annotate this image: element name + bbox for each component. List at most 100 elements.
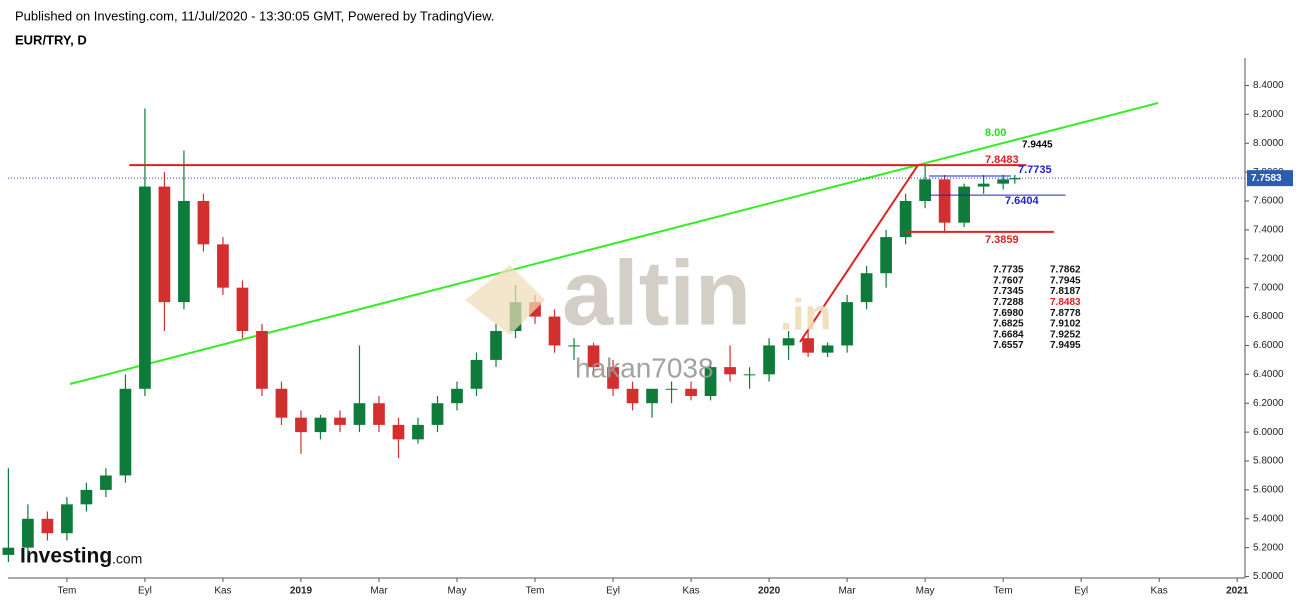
level-table-cell: 7.7345 bbox=[993, 286, 1024, 297]
level-table-cell: 7.8778 bbox=[1050, 308, 1081, 319]
level-table-cell: 7.7607 bbox=[993, 275, 1024, 286]
candle-body bbox=[197, 201, 210, 245]
x-tick-label: Eyl bbox=[1074, 586, 1088, 597]
candle-body bbox=[665, 388, 678, 390]
last-price-label: 7.7583 bbox=[1251, 173, 1282, 184]
candle-body bbox=[997, 179, 1009, 184]
candle-body bbox=[275, 388, 288, 418]
candle-body bbox=[860, 273, 873, 303]
watermark-brand: altin bbox=[562, 242, 751, 344]
candle-body bbox=[373, 403, 385, 425]
candle-body bbox=[841, 302, 853, 346]
candle-body bbox=[938, 179, 951, 223]
trend-line bbox=[799, 164, 919, 343]
candle-body bbox=[22, 518, 34, 548]
level-table-cell: 7.9102 bbox=[1050, 319, 1081, 330]
x-tick-label: Eyl bbox=[606, 586, 620, 597]
level-table-cell: 7.8187 bbox=[1050, 286, 1081, 297]
candle-body bbox=[782, 338, 795, 346]
level-table-cell: 7.7862 bbox=[1050, 265, 1081, 276]
candle-body bbox=[217, 244, 229, 288]
y-tick-label: 5.8000 bbox=[1253, 456, 1284, 467]
x-tick-label: May bbox=[916, 586, 935, 597]
watermark-suffix: .in bbox=[780, 291, 831, 340]
symbol: EUR/TRY, D bbox=[15, 32, 87, 47]
candle-body bbox=[353, 403, 366, 425]
candle-body bbox=[431, 403, 444, 425]
y-tick-label: 7.4000 bbox=[1253, 225, 1284, 236]
candle-body bbox=[607, 367, 619, 389]
level-table-cell: 7.7735 bbox=[993, 265, 1024, 276]
candle-body bbox=[490, 331, 502, 360]
y-tick-label: 7.6000 bbox=[1253, 196, 1284, 207]
candle-body bbox=[392, 424, 405, 440]
candle-body bbox=[2, 547, 15, 555]
candle-body bbox=[412, 424, 424, 440]
y-tick-label: 5.6000 bbox=[1253, 485, 1284, 496]
y-tick-label: 7.2000 bbox=[1253, 253, 1284, 264]
candle-body bbox=[236, 287, 249, 331]
y-tick-label: 8.4000 bbox=[1253, 80, 1284, 91]
candle-body bbox=[724, 367, 736, 375]
candle-body bbox=[295, 417, 307, 433]
x-tick-label: 2021 bbox=[1226, 586, 1249, 597]
level-table-cell: 7.6684 bbox=[993, 329, 1024, 340]
candle-body bbox=[977, 183, 990, 187]
trend-line bbox=[69, 102, 1159, 385]
annotation: 8.00 bbox=[985, 127, 1006, 139]
x-tick-label: Kas bbox=[682, 586, 699, 597]
candle-body bbox=[646, 388, 658, 404]
candle-body bbox=[314, 417, 327, 433]
candle-body bbox=[568, 345, 580, 347]
y-tick-label: 5.0000 bbox=[1253, 571, 1284, 582]
x-tick-label: May bbox=[448, 586, 467, 597]
logo-suffix: .com bbox=[112, 551, 142, 567]
candle-body bbox=[899, 201, 912, 238]
candle-body bbox=[587, 345, 600, 368]
level-label: 7.6404 bbox=[1005, 195, 1040, 207]
candle-body bbox=[1008, 178, 1021, 180]
x-tick-label: Tem bbox=[57, 586, 76, 597]
level-table-cell: 7.8483 bbox=[1050, 297, 1081, 308]
x-tick-label: Kas bbox=[214, 586, 231, 597]
watermark: altin .in hakan7038 bbox=[465, 242, 831, 383]
candle-body bbox=[470, 359, 483, 389]
candle-body bbox=[880, 237, 892, 274]
candle-body bbox=[958, 186, 970, 223]
candle-body bbox=[334, 417, 346, 425]
y-tick-label: 5.4000 bbox=[1253, 513, 1284, 524]
y-tick-label: 8.2000 bbox=[1253, 109, 1284, 120]
candle-body bbox=[80, 489, 93, 505]
candle-body bbox=[743, 374, 756, 376]
candle-body bbox=[548, 316, 561, 346]
candle-body bbox=[61, 504, 73, 534]
candle-body bbox=[685, 388, 697, 396]
x-tick-label: Mar bbox=[838, 586, 856, 597]
level-label: 7.3859 bbox=[985, 234, 1019, 246]
candle-body bbox=[821, 345, 834, 353]
y-tick-label: 6.6000 bbox=[1253, 340, 1284, 351]
x-tick-label: Tem bbox=[526, 586, 545, 597]
annotation: 7.9445 bbox=[1022, 140, 1053, 151]
candle-body bbox=[139, 186, 151, 389]
y-tick-label: 6.4000 bbox=[1253, 369, 1284, 380]
level-table-cell: 7.7288 bbox=[993, 297, 1024, 308]
candle-body bbox=[763, 345, 775, 375]
candle-body bbox=[41, 518, 54, 534]
y-tick-label: 6.2000 bbox=[1253, 398, 1284, 409]
published: Published on Investing.com, 11/Jul/2020 … bbox=[15, 8, 494, 23]
level-label: 7.7735 bbox=[1018, 164, 1052, 176]
x-tick-label: Mar bbox=[370, 586, 388, 597]
candle-body bbox=[100, 475, 112, 490]
level-table-cell: 7.6980 bbox=[993, 308, 1024, 319]
logo: Investing bbox=[20, 545, 112, 568]
level-table-cell: 7.6825 bbox=[993, 319, 1024, 330]
candle-body bbox=[158, 186, 171, 303]
candle-body bbox=[626, 388, 639, 404]
level-table-cell: 7.6557 bbox=[993, 340, 1024, 351]
y-tick-label: 5.2000 bbox=[1253, 542, 1284, 553]
watermark-user: hakan7038 bbox=[575, 352, 714, 383]
level-table-cell: 7.7945 bbox=[1050, 275, 1081, 286]
